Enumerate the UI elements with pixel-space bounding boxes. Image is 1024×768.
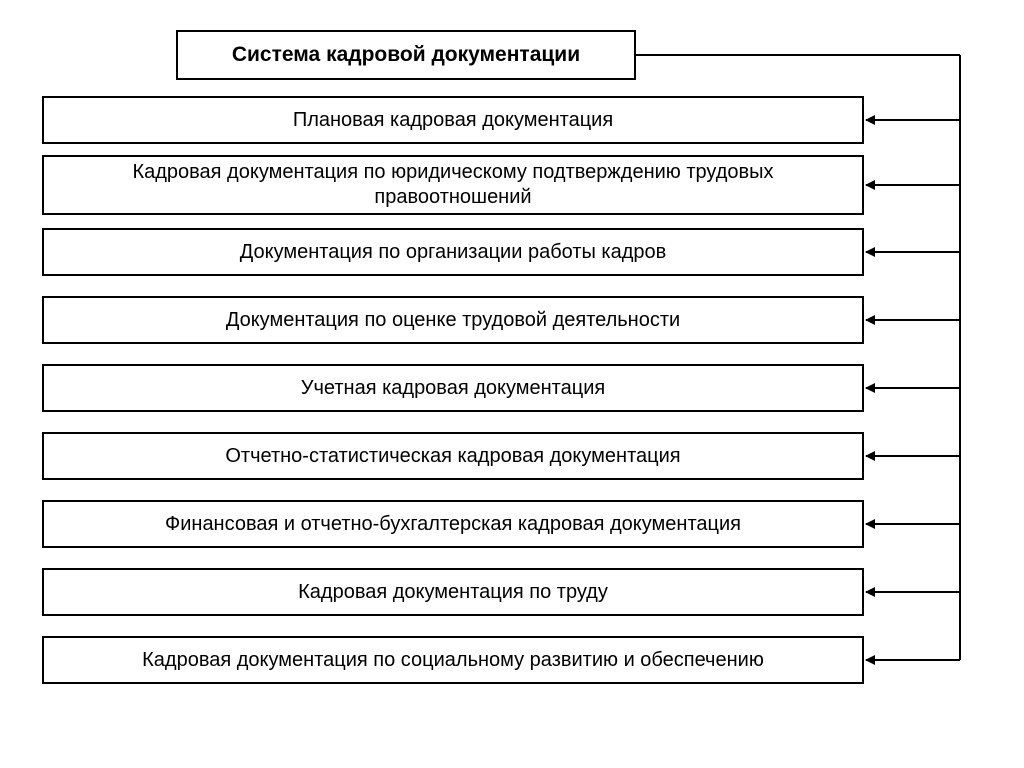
diagram-title-box: Система кадровой документации <box>176 30 636 80</box>
diagram-item-text: Документация по оценке трудовой деятельн… <box>226 308 680 333</box>
diagram-item-text: Финансовая и отчетно-бухгалтерская кадро… <box>165 512 741 537</box>
diagram-item-box: Кадровая документация по труду <box>42 568 864 616</box>
diagram-item-box: Кадровая документация по юридическому по… <box>42 155 864 215</box>
diagram-item-box: Финансовая и отчетно-бухгалтерская кадро… <box>42 500 864 548</box>
diagram-item-text: Кадровая документация по труду <box>298 580 608 605</box>
diagram-item-text: Учетная кадровая документация <box>301 376 605 401</box>
diagram-item-text: Отчетно-статистическая кадровая документ… <box>225 444 680 469</box>
diagram-item-box: Документация по оценке трудовой деятельн… <box>42 296 864 344</box>
diagram-item-text: Плановая кадровая документация <box>293 108 613 133</box>
diagram-title-text: Система кадровой документации <box>232 42 580 68</box>
diagram-item-text: Документация по организации работы кадро… <box>240 240 667 265</box>
diagram-item-box: Учетная кадровая документация <box>42 364 864 412</box>
diagram-item-text: Кадровая документация по социальному раз… <box>142 648 764 673</box>
diagram-item-box: Документация по организации работы кадро… <box>42 228 864 276</box>
diagram-item-text: Кадровая документация по юридическому по… <box>54 160 852 210</box>
diagram-item-box: Отчетно-статистическая кадровая документ… <box>42 432 864 480</box>
diagram-item-box: Кадровая документация по социальному раз… <box>42 636 864 684</box>
diagram-item-box: Плановая кадровая документация <box>42 96 864 144</box>
